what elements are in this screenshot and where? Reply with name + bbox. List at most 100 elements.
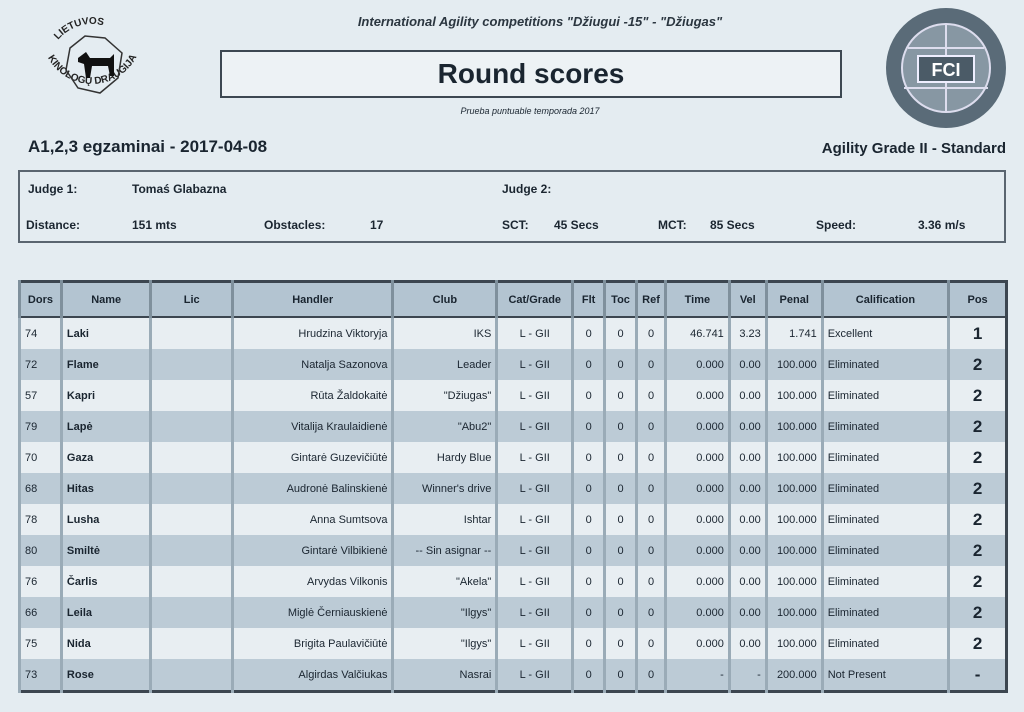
mct-value: 85 Secs [710,218,755,232]
cell-lic [149,566,233,597]
cell-pos: 2 [947,504,1007,535]
cell-dors: 73 [18,659,62,692]
cell-toc: 0 [603,597,637,628]
column-header: Name [59,281,151,318]
cell-vel: - [727,659,767,692]
cell-ref: 0 [635,317,666,349]
cell-dors: 72 [18,349,62,380]
column-header: Handler [230,281,393,318]
cell-flt: 0 [571,380,605,411]
cell-penal: 100.000 [764,566,823,597]
cell-lic [149,597,233,628]
judge1-value: Tomaś Glabazna [132,182,227,196]
cell-vel: 0.00 [727,349,767,380]
cell-pos: 2 [947,349,1007,380]
cell-handler: Gintarė Guzevičiūtė [230,442,393,473]
fci-logo: FCI [884,6,1008,130]
column-header: Time [664,281,730,318]
column-header: Club [391,281,497,318]
cell-club: "Ilgys" [391,597,497,628]
cell-lic [149,504,233,535]
column-header: Dors [18,281,62,318]
cell-time: - [664,659,730,692]
cell-pos: 2 [947,597,1007,628]
cell-catgrade: L - GII [495,504,573,535]
cell-flt: 0 [571,566,605,597]
cell-flt: 0 [571,504,605,535]
cell-penal: 100.000 [764,504,823,535]
cell-flt: 0 [571,659,605,692]
cell-dors: 80 [18,535,62,566]
cell-lic [149,473,233,504]
cell-club: Leader [391,349,497,380]
cell-name: Čarlis [59,566,151,597]
svg-text:FCI: FCI [932,60,961,80]
cell-ref: 0 [635,535,666,566]
cell-time: 0.000 [664,473,730,504]
cell-catgrade: L - GII [495,442,573,473]
cell-club: "Abu2" [391,411,497,442]
cell-flt: 0 [571,473,605,504]
cell-dors: 70 [18,442,62,473]
column-header: Toc [603,281,637,318]
cell-calification: Eliminated [820,566,949,597]
cell-toc: 0 [603,442,637,473]
cell-lic [149,535,233,566]
cell-flt: 0 [571,628,605,659]
cell-time: 0.000 [664,535,730,566]
cell-name: Rose [59,659,151,692]
cell-penal: 100.000 [764,411,823,442]
cell-name: Lapė [59,411,151,442]
cell-name: Nida [59,628,151,659]
cell-penal: 100.000 [764,535,823,566]
cell-club: Hardy Blue [391,442,497,473]
cell-flt: 0 [571,442,605,473]
table-row: 78 Lusha Anna Sumtsova Ishtar L - GII 0 0 0 0.00… [18,504,1007,535]
round-name: A1,2,3 egzaminai - 2017-04-08 [28,137,268,156]
cell-handler: Brigita Paulavičiūtė [230,628,393,659]
cell-catgrade: L - GII [495,566,573,597]
cell-pos: 2 [947,411,1007,442]
cell-penal: 1.741 [764,317,823,349]
judge1-label: Judge 1: [28,182,78,196]
table-row: 73 Rose Algirdas Valčiukas Nasrai L - GII 0 0 0… [18,659,1007,692]
cell-vel: 0.00 [727,504,767,535]
cell-pos: 1 [947,317,1007,349]
cell-pos: 2 [947,380,1007,411]
cell-vel: 0.00 [727,535,767,566]
column-header: Flt [571,281,605,318]
cell-penal: 100.000 [764,380,823,411]
cell-time: 0.000 [664,628,730,659]
cell-ref: 0 [635,411,666,442]
cell-handler: Gintarė Vilbikienė [230,535,393,566]
cell-flt: 0 [571,597,605,628]
cell-club: -- Sin asignar -- [391,535,497,566]
cell-catgrade: L - GII [495,380,573,411]
table-row: 70 Gaza Gintarė Guzevičiūtė Hardy Blue L - G… [18,442,1007,473]
cell-calification: Eliminated [820,442,949,473]
cell-penal: 100.000 [764,349,823,380]
column-header: Vel [727,281,767,318]
cell-pos: 2 [947,535,1007,566]
cell-name: Gaza [59,442,151,473]
cell-club: "Ilgys" [391,628,497,659]
cell-dors: 68 [18,473,62,504]
cell-lic [149,659,233,692]
mct-label: MCT: [658,218,687,232]
cell-handler: Natalja Sazonova [230,349,393,380]
cell-pos: - [947,659,1007,692]
column-header: Penal [764,281,823,318]
grade-label: Agility Grade II - Standard [821,140,1006,157]
column-header: Ref [635,281,666,318]
cell-vel: 0.00 [727,411,767,442]
cell-dors: 78 [18,504,62,535]
cell-ref: 0 [635,473,666,504]
table-row: 79 Lapė Vitalija Kraulaidienė "Abu2" L - GII… [18,411,1007,442]
cell-vel: 0.00 [727,597,767,628]
cell-handler: Miglė Černiauskienė [230,597,393,628]
cell-catgrade: L - GII [495,659,573,692]
cell-ref: 0 [635,349,666,380]
column-header: Calification [820,281,949,318]
cell-toc: 0 [603,380,637,411]
cell-handler: Audronė Balinskienė [230,473,393,504]
